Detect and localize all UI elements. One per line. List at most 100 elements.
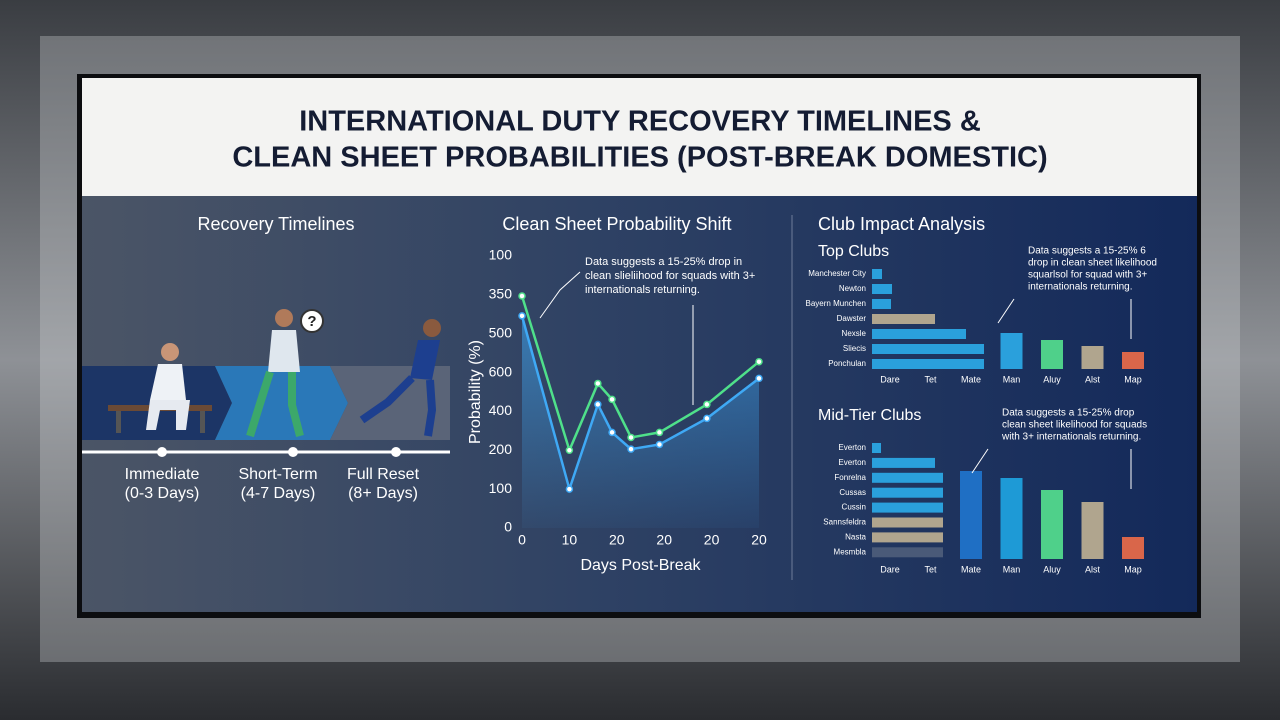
stage-band (215, 366, 348, 440)
x-tick-label: Man (1003, 374, 1021, 384)
stage-label: Short-Term (238, 466, 317, 483)
y-tick-label: 600 (489, 363, 513, 379)
bar (872, 299, 891, 309)
bar (872, 269, 882, 279)
annotation: with 3+ internationals returning. (1001, 432, 1141, 443)
y-tick-label: 500 (489, 324, 513, 340)
annotation-arrow (997, 298, 1015, 324)
bar (1041, 340, 1063, 369)
timeline-dot (391, 447, 401, 457)
category-label: Everton (838, 458, 866, 467)
bar (1000, 333, 1023, 369)
point (594, 400, 602, 409)
x-tick-label: 10 (562, 532, 578, 548)
category-label: Bayern Munchen (806, 299, 866, 308)
point (518, 292, 526, 300)
bar (872, 457, 935, 468)
title-banner (82, 78, 1197, 196)
point (627, 433, 635, 442)
bar (1000, 478, 1023, 559)
stage-detail: (8+ Days) (348, 485, 418, 502)
annotation: internationals returning. (585, 284, 700, 296)
annotation: squarlsol for squad with 3+ (1028, 270, 1147, 281)
annotation: drop in clean sheet likelihood (1028, 258, 1157, 269)
category-label: Ponchulan (828, 359, 866, 368)
bar (872, 517, 943, 528)
annotation: clean sheet likelihood for squads (1002, 420, 1147, 431)
stage-label: Full Reset (347, 466, 420, 483)
x-tick-label: Aluy (1043, 564, 1061, 574)
x-tick-label: Dare (880, 564, 900, 574)
bar (872, 359, 984, 369)
y-tick-label: 350 (489, 286, 513, 302)
point (608, 395, 616, 404)
bar (1122, 352, 1144, 369)
timeline-dot (157, 447, 167, 457)
x-tick-label: Map (1124, 374, 1142, 384)
stage-detail: (4-7 Days) (241, 485, 316, 502)
bar (872, 472, 943, 483)
x-tick-label: Tet (924, 564, 937, 574)
title-line: INTERNATIONAL DUTY RECOVERY TIMELINES & (299, 106, 981, 138)
annotation-arrow (971, 448, 989, 474)
chart-title: Clean Sheet Probability Shift (502, 214, 731, 234)
x-tick-label: Man (1003, 564, 1021, 574)
annotation: Data suggests a 15-25% 6 (1028, 246, 1146, 257)
category-label: Nasta (845, 533, 866, 542)
bar (872, 284, 892, 294)
bar (872, 532, 943, 543)
y-tick-label: 0 (504, 519, 512, 535)
line (520, 295, 760, 454)
stage-detail: (0-3 Days) (125, 485, 200, 502)
bar (1081, 346, 1104, 369)
line (520, 315, 760, 494)
title-line: CLEAN SHEET PROBABILITIES (POST-BREAK DO… (232, 142, 1047, 174)
category-label: Dawster (837, 314, 867, 323)
category-label: Newton (839, 284, 866, 293)
point (655, 440, 664, 449)
bar (872, 502, 943, 513)
walking-player: ? (246, 309, 324, 438)
point (608, 428, 616, 437)
y-tick-label: 100 (489, 247, 513, 263)
x-tick-label: Map (1124, 564, 1142, 574)
area (522, 315, 759, 528)
point (565, 446, 574, 455)
x-tick-label: Mate (961, 374, 981, 384)
x-axis-label: Days Post-Break (580, 557, 701, 574)
x-tick-label: Mate (961, 564, 981, 574)
point (703, 400, 711, 409)
bar (1081, 502, 1104, 559)
annotation-arrow (539, 271, 581, 319)
icon-text: ? (307, 313, 316, 330)
running-player (359, 319, 441, 437)
x-tick-label: Dare (880, 374, 900, 384)
category-label: Sliecis (843, 344, 866, 353)
bar (872, 329, 966, 339)
category-label: Cussas (839, 488, 866, 497)
x-tick-label: Alst (1085, 374, 1101, 384)
point (655, 428, 664, 437)
point (627, 445, 635, 453)
category-label: Manchester City (808, 269, 866, 278)
stage-label: Immediate (125, 466, 200, 483)
category-label: Cussin (842, 503, 866, 512)
x-tick-label: Alst (1085, 564, 1101, 574)
x-tick-label: 0 (518, 532, 526, 548)
y-tick-label: 200 (489, 441, 513, 457)
section-title: Recovery Timelines (197, 214, 354, 234)
section-title: Club Impact Analysis (818, 214, 985, 234)
x-tick-label: 20 (751, 532, 767, 548)
category-label: Sannsfeldra (823, 518, 866, 527)
point (703, 414, 711, 423)
category-label: Mesmbla (834, 547, 867, 556)
x-tick-label: 20 (609, 532, 625, 548)
x-tick-label: Aluy (1043, 374, 1061, 384)
bar (872, 344, 984, 354)
bar (1122, 537, 1144, 559)
point (755, 374, 763, 383)
resting-player (108, 343, 212, 433)
annotation: clean slieliihood for squads with 3+ (585, 270, 755, 282)
bar (872, 314, 935, 324)
point (594, 379, 602, 388)
